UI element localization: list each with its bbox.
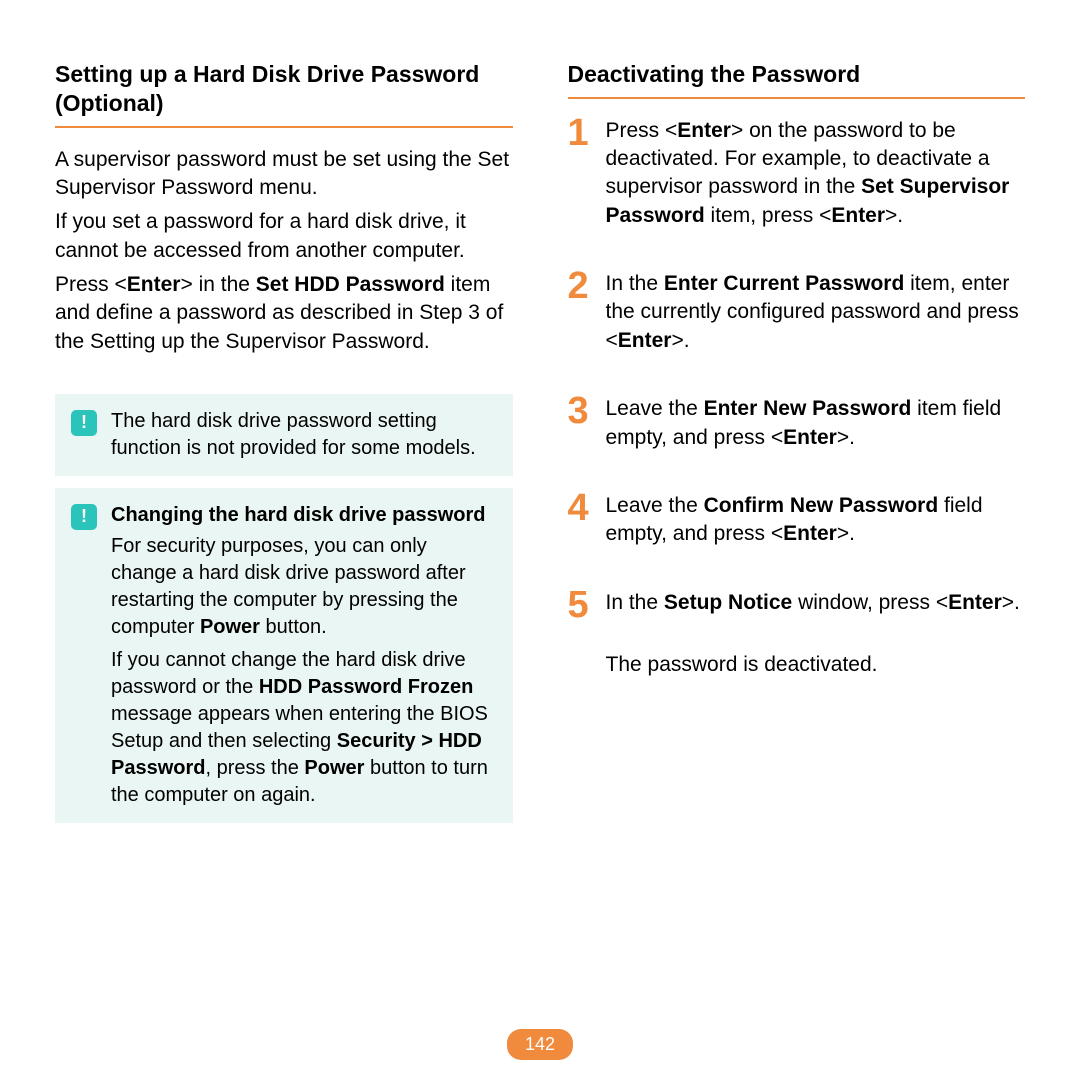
step-number: 5 <box>568 589 596 621</box>
step-number: 4 <box>568 492 596 524</box>
left-column: Setting up a Hard Disk Drive Password (O… <box>55 60 513 823</box>
left-para-1: A supervisor password must be set using … <box>55 146 513 203</box>
note-1-text: The hard disk drive password setting fun… <box>111 408 497 462</box>
step-2: 2 In the Enter Current Password item, ent… <box>568 270 1026 355</box>
step-number: 2 <box>568 270 596 302</box>
note-2-para-2: If you cannot change the hard disk drive… <box>111 647 497 809</box>
step-text: Press <Enter> on the password to be deac… <box>606 117 1026 230</box>
step-number: 1 <box>568 117 596 149</box>
step-1: 1 Press <Enter> on the password to be dea… <box>568 117 1026 230</box>
left-heading: Setting up a Hard Disk Drive Password (O… <box>55 60 513 128</box>
note-box-2: ! Changing the hard disk drive password … <box>55 488 513 823</box>
step-text: Leave the Confirm New Password field emp… <box>606 492 1026 549</box>
right-heading: Deactivating the Password <box>568 60 1026 99</box>
step-text: Leave the Enter New Password item field … <box>606 395 1026 452</box>
steps-list: 1 Press <Enter> on the password to be dea… <box>568 117 1026 621</box>
after-text: The password is deactivated. <box>606 651 1026 679</box>
step-text: In the Setup Notice window, press <Enter… <box>606 589 1020 617</box>
info-icon: ! <box>71 410 97 436</box>
step-3: 3 Leave the Enter New Password item field… <box>568 395 1026 452</box>
note-2-para-1: For security purposes, you can only chan… <box>111 533 497 641</box>
note-2-content: Changing the hard disk drive password Fo… <box>111 502 497 809</box>
left-para-3: Press <Enter> in the Set HDD Password it… <box>55 271 513 356</box>
page-number: 142 <box>507 1029 573 1060</box>
step-text: In the Enter Current Password item, ente… <box>606 270 1026 355</box>
right-column: Deactivating the Password 1 Press <Enter>… <box>568 60 1026 823</box>
step-5: 5 In the Setup Notice window, press <Ente… <box>568 589 1026 621</box>
left-para-2: If you set a password for a hard disk dr… <box>55 208 513 265</box>
step-number: 3 <box>568 395 596 427</box>
note-2-title: Changing the hard disk drive password <box>111 502 497 529</box>
step-4: 4 Leave the Confirm New Password field em… <box>568 492 1026 549</box>
info-icon: ! <box>71 504 97 530</box>
note-box-1: ! The hard disk drive password setting f… <box>55 394 513 476</box>
